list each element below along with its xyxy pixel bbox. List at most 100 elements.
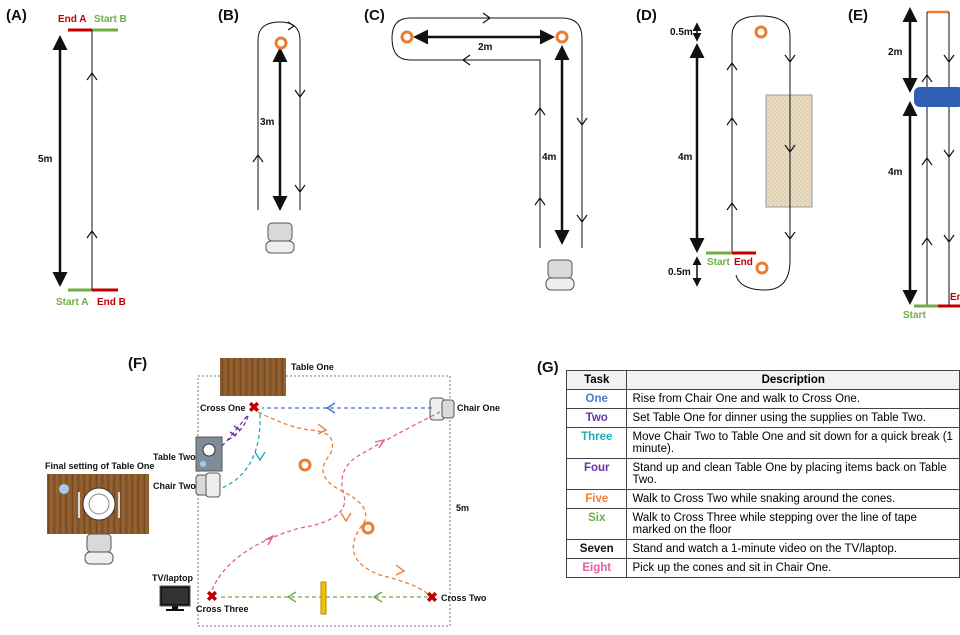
end-b-label: End B [97,297,126,308]
panel-f-label: (F) [128,355,147,372]
main-distance-label: 4m [678,152,693,163]
task-name-cell: Three [565,427,628,459]
path-task-five [257,411,431,597]
table-row: Eight Pick up the cones and sit in Chair … [565,558,960,578]
cross-two-icon: ✖ [426,589,438,605]
cone-icon [400,30,414,44]
table-one-label: Table One [291,362,334,372]
panel-e-label: (E) [848,7,868,24]
task-name-cell: One [565,389,628,409]
end-label: End [734,257,753,268]
panel-f: (F) Table One Chair One ✖ Cross One Tabl… [45,355,500,627]
table-row: Two Set Table One for dinner using the su… [565,408,960,428]
path-chevron [726,201,738,211]
path-chevron [294,184,306,194]
table-row: Six Walk to Cross Three while stepping ov… [565,508,960,540]
cone-icon [755,261,769,275]
task-name-cell: Five [565,489,628,509]
cone-icon [298,458,312,472]
task-name-cell: Six [565,508,628,540]
path-chevron [921,73,933,83]
task-description-cell: Move Chair Two to Table One and sit down… [626,427,960,459]
cup-icon [200,461,206,467]
path-chevron [252,153,264,163]
task-description-cell: Stand up and clean Table One by placing … [626,458,960,490]
path-chevron [534,106,546,116]
path-chevron-eight [374,438,386,449]
header-task: Task [565,370,628,390]
plate-icon [82,487,116,521]
cone-icon [361,521,375,535]
end-a-label: End A [58,14,87,25]
path-chevron-six [286,591,383,603]
table-row: One Rise from Chair One and walk to Cross… [565,389,960,409]
path-chevron [921,156,933,166]
walk-path [731,15,791,291]
task-name-cell: Eight [565,558,628,578]
task-description-cell: Rise from Chair One and walk to Cross On… [626,389,960,409]
path-chevron-one [325,402,336,414]
table-row: Seven Stand and watch a 1-minute video on… [565,539,960,559]
panel-c: (C) 2m 4m [364,7,588,291]
walk-path [257,21,301,210]
path-task-two [221,415,248,447]
chair-icon [545,259,575,291]
panel-a-label: (A) [6,7,27,24]
plate-icon [202,443,216,457]
path-chevron-five [340,512,352,523]
panel-d: (D) 0.5m 4m 0.5m Start End [636,7,813,291]
panel-a: (A) End A Start B Start A End B 5m [6,7,127,308]
walk-path [391,17,583,248]
path-chevron [726,116,738,126]
path-chevron [784,144,796,154]
distance-v-label: 4m [542,152,557,163]
header-description: Description [626,370,960,390]
panel-d-label: (D) [636,7,657,24]
start-label: Start [707,257,730,268]
room-boundary [197,375,451,627]
table-two-label: Table Two [153,452,196,462]
cross-three-icon: ✖ [206,588,218,604]
start-a-label: Start A [56,297,88,308]
cone-icon [754,25,768,39]
chair-icon [265,222,295,254]
cone-icon [555,30,569,44]
cone-icon [274,36,288,50]
chair-one-icon [429,397,455,421]
table-one [220,358,286,396]
task-description-cell: Walk to Cross Three while stepping over … [626,508,960,540]
task-table: Task Description One Rise from Chair One … [565,370,960,578]
path-chevron [534,196,546,206]
path-task-three [221,413,261,489]
path-chevron-eight [264,534,275,546]
start-b-label: Start B [94,14,127,25]
tape-line [320,581,327,615]
cross-one-icon: ✖ [248,399,260,415]
chair-icon [84,533,114,565]
task-description-cell: Set Table One for dinner using the suppl… [626,408,960,428]
path-chevron-five [395,564,406,576]
chair-one-label: Chair One [457,403,500,413]
cross-three-label: Cross Three [196,604,249,614]
panel-b: (B) 3m [218,7,306,254]
table-row: Five Walk to Cross Two while snaking arou… [565,489,960,509]
path-chevron [921,236,933,246]
path-chevron [576,214,588,224]
path-chevron [943,149,955,159]
table-header-row: Task Description [565,370,960,390]
path-chevron [294,89,306,99]
cross-one-label: Cross One [200,403,246,413]
path-chevron [943,234,955,244]
task-description-cell: Stand and watch a 1-minute video on the … [626,539,960,559]
table-row: Four Stand up and clean Table One by plac… [565,458,960,490]
task-description-cell: Pick up the cones and sit in Chair One. [626,558,960,578]
path-chevron [576,117,588,127]
path-chevron [482,12,492,24]
path-chevron [86,229,98,239]
obstacle-bar [914,87,960,107]
end-label: En [950,292,960,303]
panel-e: (E) 2m 4m Start En [848,6,960,321]
top-gap-label: 0.5m [670,27,693,38]
tv-icon [159,585,191,611]
